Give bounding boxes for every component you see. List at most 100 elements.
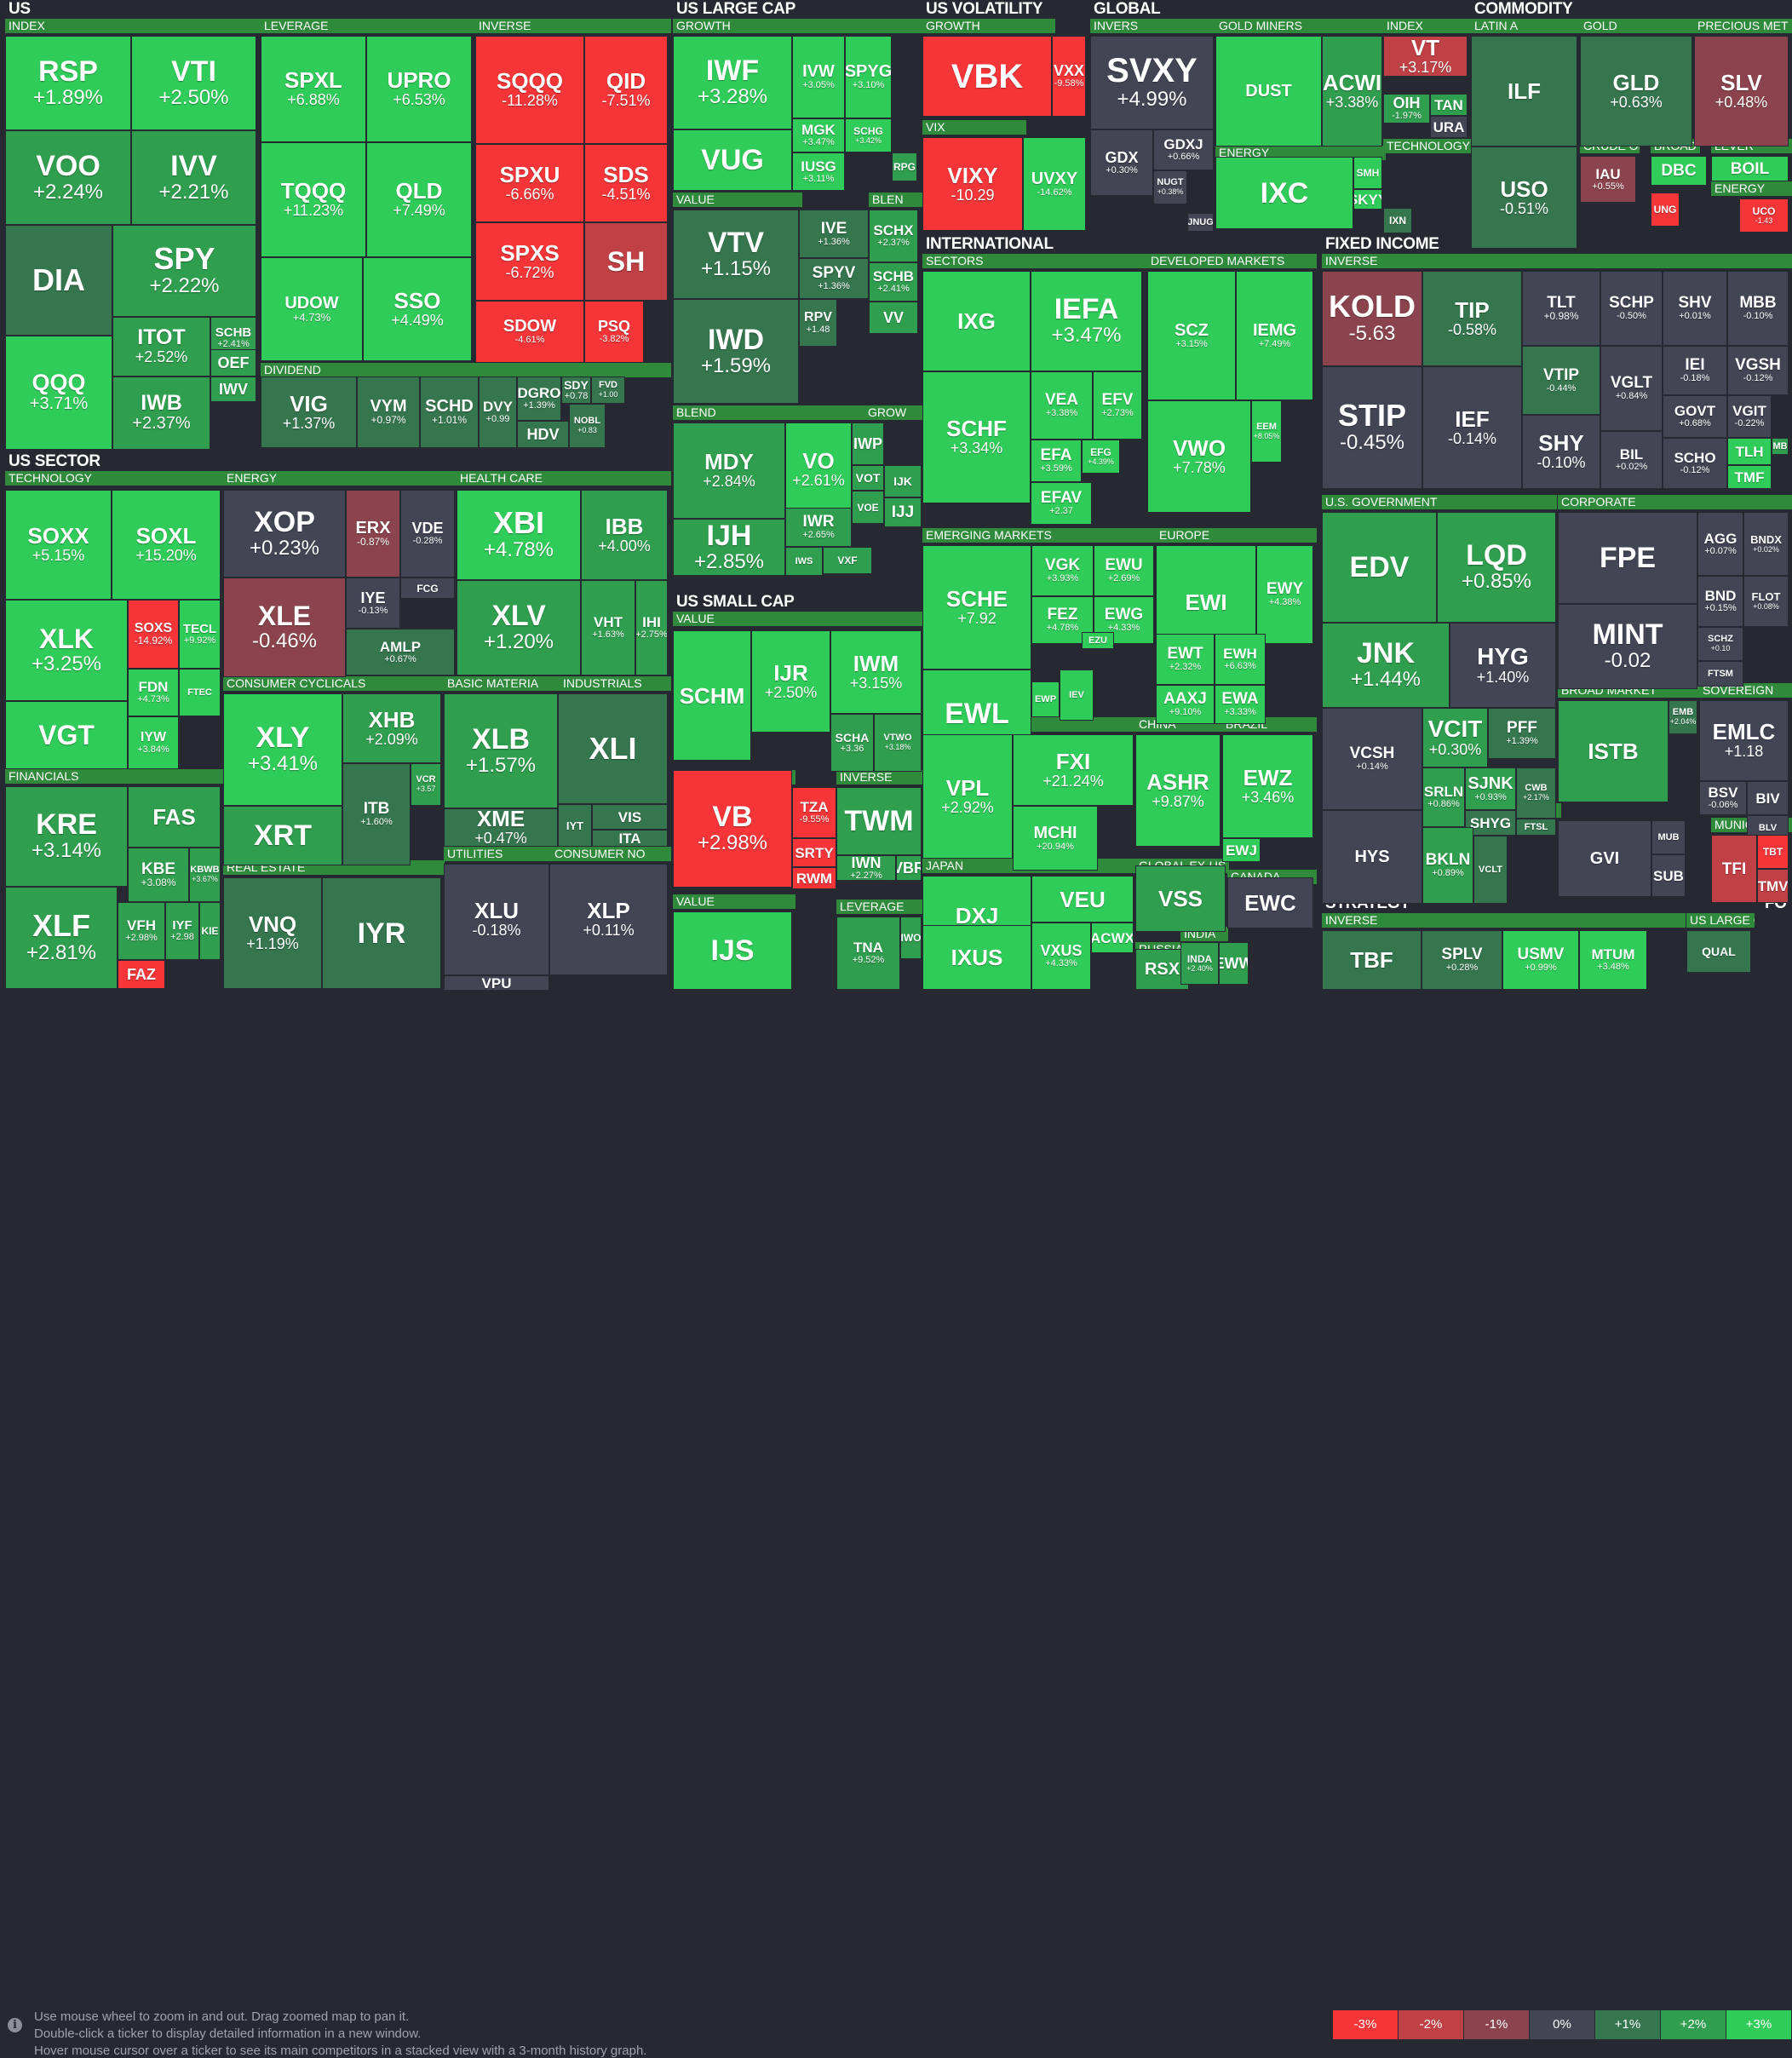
ticker-tile-ewa[interactable]: EWA +3.33%: [1215, 685, 1266, 724]
ticker-tile-spxs[interactable]: SPXS -6.72%: [475, 222, 584, 301]
ticker-tile-rsx[interactable]: RSX: [1135, 949, 1189, 990]
ticker-tile-kie[interactable]: KIE: [199, 902, 221, 960]
ticker-tile-ura[interactable]: URA: [1430, 116, 1467, 138]
ticker-tile-bndx[interactable]: BNDX +0.02%: [1743, 512, 1789, 576]
ticker-tile-govt[interactable]: GOVT +0.68%: [1663, 395, 1727, 438]
ticker-tile-mchi[interactable]: MCHI +20.94%: [1013, 806, 1098, 871]
ticker-tile-bil[interactable]: BIL +0.02%: [1600, 431, 1663, 489]
ticker-tile-agg[interactable]: AGG +0.07%: [1697, 512, 1743, 576]
ticker-tile-tbt[interactable]: TBT: [1757, 835, 1789, 869]
ticker-tile-iwf[interactable]: IWF +3.28%: [673, 36, 792, 129]
ticker-tile-fcg[interactable]: FCG: [400, 578, 455, 599]
ticker-tile-flot[interactable]: FLOT +0.08%: [1743, 576, 1789, 627]
ticker-tile-xli[interactable]: XLI: [558, 693, 668, 804]
ticker-tile-fdn[interactable]: FDN +4.73%: [128, 669, 179, 716]
ticker-tile-efav[interactable]: EFAV +2.37: [1031, 482, 1092, 525]
ticker-tile-qual[interactable]: QUAL: [1686, 930, 1751, 973]
ticker-tile-shyg[interactable]: SHYG: [1465, 810, 1516, 836]
ticker-tile-gvi[interactable]: GVI: [1558, 820, 1651, 897]
ticker-tile-iefa[interactable]: IEFA +3.47%: [1031, 271, 1142, 371]
ticker-tile-stip[interactable]: STIP -0.45%: [1322, 366, 1422, 489]
ticker-tile-ixus[interactable]: IXUS: [922, 925, 1031, 990]
ticker-tile-srln[interactable]: SRLN +0.86%: [1422, 767, 1465, 827]
ticker-tile-vmbs[interactable]: VMBS: [1772, 438, 1789, 455]
ticker-tile-eww[interactable]: EWW: [1219, 942, 1249, 985]
ticker-tile-vug[interactable]: VUG: [673, 129, 792, 191]
ticker-tile-dgro[interactable]: DGRO +1.39%: [517, 377, 561, 421]
ticker-tile-xle[interactable]: XLE -0.46%: [223, 578, 346, 677]
ticker-tile-xlf[interactable]: XLF +2.81%: [5, 887, 118, 989]
ticker-tile-dbc[interactable]: DBC: [1651, 156, 1707, 186]
ticker-tile-iau[interactable]: IAU +0.55%: [1580, 156, 1636, 203]
ticker-tile-ewg[interactable]: EWG +4.33%: [1094, 596, 1154, 644]
ticker-tile-upro[interactable]: UPRO +6.53%: [366, 36, 472, 142]
ticker-tile-veu[interactable]: VEU: [1031, 876, 1134, 923]
ticker-tile-ixg[interactable]: IXG: [922, 271, 1031, 371]
ticker-tile-iwn[interactable]: IWN +2.27%: [836, 855, 896, 881]
ticker-tile-iwv[interactable]: IWV: [210, 377, 256, 402]
ticker-tile-oih[interactable]: OIH -1.97%: [1383, 94, 1430, 124]
ticker-tile-vv[interactable]: VV: [869, 302, 918, 334]
ticker-tile-skyy[interactable]: SKYY: [1353, 189, 1382, 210]
ticker-tile-schd[interactable]: SCHD +1.01%: [420, 377, 479, 448]
ticker-tile-ftsm[interactable]: FTSM: [1697, 661, 1743, 687]
ticker-tile-tlt[interactable]: TLT +0.98%: [1522, 271, 1600, 346]
ticker-tile-xlk[interactable]: XLK +3.25%: [5, 600, 128, 701]
ticker-tile-ijs[interactable]: IJS: [673, 911, 792, 990]
ticker-tile-ief[interactable]: IEF -0.14%: [1422, 366, 1522, 489]
ticker-tile-sdy[interactable]: SDY +0.78: [561, 377, 591, 404]
ticker-tile-ftec[interactable]: FTEC: [179, 669, 221, 716]
ticker-tile-rpv[interactable]: RPV +1.48: [799, 299, 837, 347]
ticker-tile-sche[interactable]: SCHE +7.92: [922, 545, 1031, 670]
ticker-tile-dvy[interactable]: DVY +0.99: [479, 377, 517, 448]
ticker-tile-ewp[interactable]: EWP: [1031, 681, 1060, 717]
ticker-tile-ewh[interactable]: EWH +6.63%: [1215, 634, 1266, 685]
ticker-tile-spyg[interactable]: SPYG +3.10%: [845, 36, 892, 118]
ticker-tile-ewu[interactable]: EWU +2.69%: [1094, 545, 1154, 596]
ticker-tile-kbwb[interactable]: KBWB +3.67%: [189, 848, 221, 902]
ticker-tile-vtv[interactable]: VTV +1.15%: [673, 210, 799, 299]
ticker-tile-vtip[interactable]: VTIP -0.44%: [1522, 346, 1600, 415]
ticker-tile-tfi[interactable]: TFI: [1711, 835, 1757, 903]
ticker-tile-vpl[interactable]: VPL +2.92%: [922, 734, 1013, 859]
ticker-tile-tbf[interactable]: TBF: [1322, 930, 1422, 990]
ticker-tile-faz[interactable]: FAZ: [118, 960, 165, 989]
ticker-tile-uso[interactable]: USO -0.51%: [1471, 147, 1577, 249]
ticker-tile-udow[interactable]: UDOW +4.73%: [261, 257, 363, 361]
ticker-tile-vss[interactable]: VSS: [1135, 865, 1226, 932]
ticker-tile-schz[interactable]: SCHZ +0.10: [1697, 627, 1743, 661]
ticker-tile-scho[interactable]: SCHO -0.12%: [1663, 438, 1727, 489]
ticker-tile-amlp[interactable]: AMLP +0.67%: [346, 629, 455, 675]
ticker-tile-svxy[interactable]: SVXY +4.99%: [1090, 36, 1214, 129]
ticker-tile-xlv[interactable]: XLV +1.20%: [457, 580, 581, 675]
ticker-tile-spxu[interactable]: SPXU -6.66%: [475, 144, 584, 222]
ticker-tile-itb[interactable]: ITB +1.60%: [342, 763, 411, 865]
ticker-tile-oef[interactable]: OEF: [210, 349, 256, 377]
ticker-tile-sds[interactable]: SDS -4.51%: [584, 144, 668, 222]
ticker-tile-soxx[interactable]: SOXX +5.15%: [5, 490, 112, 600]
ticker-tile-xlu[interactable]: XLU -0.18%: [444, 864, 549, 975]
ticker-tile-mint[interactable]: MINT -0.02: [1558, 604, 1697, 689]
ticker-tile-efv[interactable]: EFV +2.73%: [1093, 371, 1142, 440]
ticker-tile-inda[interactable]: INDA +2.40%: [1180, 942, 1219, 985]
ticker-tile-schg[interactable]: SCHG +3.42%: [845, 118, 892, 152]
ticker-tile-acwx[interactable]: ACWX: [1091, 923, 1134, 953]
ticker-tile-iyt[interactable]: IYT: [558, 804, 592, 847]
ticker-tile-mtum[interactable]: MTUM +3.48%: [1579, 930, 1647, 990]
ticker-tile-ive[interactable]: IVE +1.36%: [799, 210, 869, 258]
ticker-tile-vig[interactable]: VIG +1.37%: [261, 377, 357, 448]
ticker-tile-tip[interactable]: TIP -0.58%: [1422, 271, 1522, 366]
ticker-tile-kbe[interactable]: KBE +3.08%: [128, 848, 189, 902]
ticker-tile-iwm[interactable]: IWM +3.15%: [830, 630, 922, 714]
ticker-tile-emb[interactable]: EMB +2.04%: [1669, 700, 1697, 734]
ticker-tile-ivv[interactable]: IVV +2.21%: [131, 130, 256, 225]
ticker-tile-vti[interactable]: VTI +2.50%: [131, 36, 256, 130]
ticker-tile-iusg[interactable]: IUSG +3.11%: [792, 152, 845, 191]
ticker-tile-hys[interactable]: HYS: [1322, 810, 1422, 904]
ticker-tile-iws[interactable]: IWS: [785, 547, 823, 576]
ticker-tile-efa[interactable]: EFA +3.59%: [1031, 440, 1082, 482]
ticker-tile-ewj[interactable]: EWJ: [1222, 838, 1261, 862]
ticker-tile-tmv[interactable]: TMV: [1757, 869, 1789, 903]
ticker-tile-dia[interactable]: DIA: [5, 225, 112, 336]
